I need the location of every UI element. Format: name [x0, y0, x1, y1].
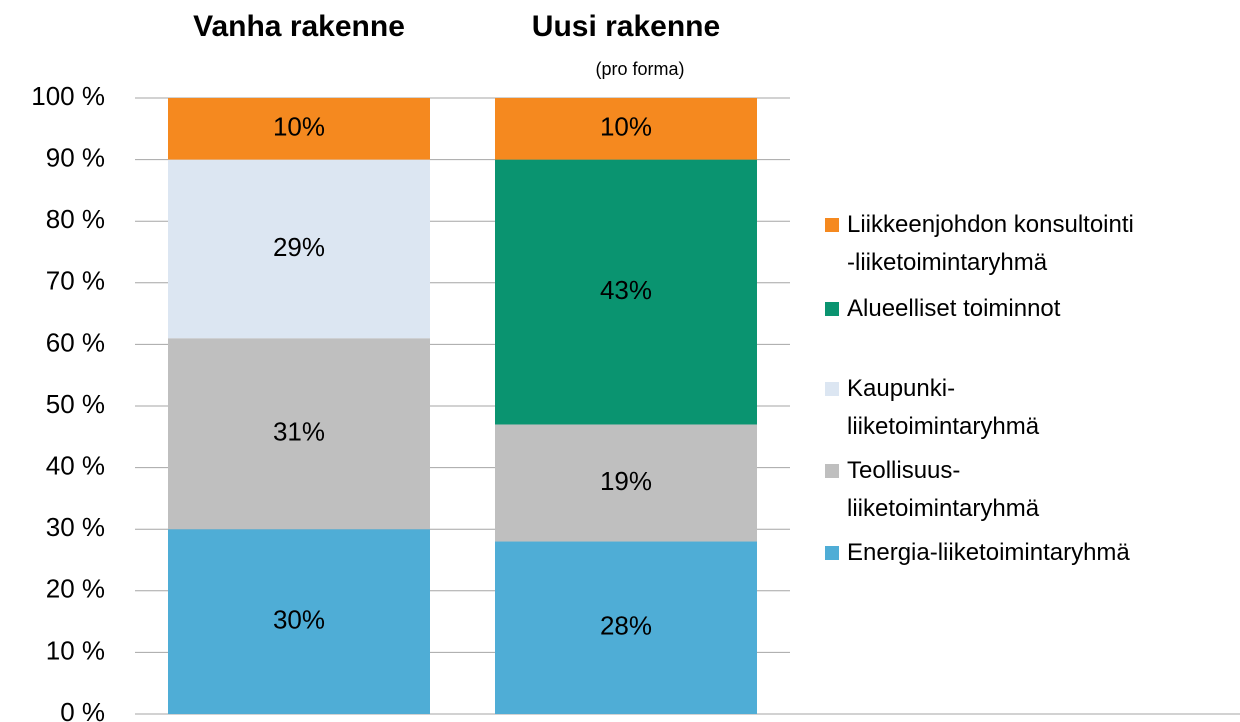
legend-swatch: [825, 546, 839, 560]
y-tick-label: 40 %: [46, 450, 105, 480]
y-tick-label: 90 %: [46, 142, 105, 172]
legend-entry: Energia-liiketoimintaryhmä: [825, 534, 1130, 572]
legend-swatch: [825, 382, 839, 396]
y-tick-label: 100 %: [31, 81, 105, 111]
bar-segment: [168, 338, 430, 530]
category-label: Uusi rakenne: [532, 10, 720, 43]
y-tick-label: 80 %: [46, 204, 105, 234]
category-label: Vanha rakenne: [193, 10, 405, 43]
legend-entry: Liikkeenjohdon konsultointi -liiketoimin…: [825, 206, 1134, 282]
legend-entry: Alueelliset toiminnot: [825, 290, 1060, 328]
bar-segment: [495, 541, 757, 714]
legend-swatch: [825, 218, 839, 232]
legend-label: Alueelliset toiminnot: [847, 295, 1061, 322]
y-tick-label: 20 %: [46, 574, 105, 604]
y-tick-label: 50 %: [46, 389, 105, 419]
legend-entry: Kaupunki- liiketoimintaryhmä: [825, 370, 1039, 446]
bar-segment: [168, 98, 430, 160]
value-label: 10%: [273, 112, 325, 142]
legend-label: Kaupunki- liiketoimintaryhmä: [847, 375, 1040, 440]
y-tick-label: 10 %: [46, 635, 105, 665]
bar-segment: [495, 159, 757, 425]
bar-segment: [495, 98, 757, 160]
y-tick-label: 60 %: [46, 327, 105, 357]
bar-segment: [168, 529, 430, 714]
y-tick-label: 70 %: [46, 266, 105, 296]
legend-label: Liikkeenjohdon konsultointi -liiketoimin…: [847, 211, 1134, 276]
value-label: 10%: [600, 112, 652, 142]
value-label: 43%: [600, 275, 652, 305]
value-label: 28%: [600, 611, 652, 641]
value-label: 31%: [273, 417, 325, 447]
legend-label: Teollisuus- liiketoimintaryhmä: [847, 457, 1040, 522]
legend-swatch: [825, 302, 839, 316]
bar-segment: [168, 159, 430, 339]
legend-entry: Teollisuus- liiketoimintaryhmä: [825, 452, 1039, 528]
legend-swatch: [825, 464, 839, 478]
y-tick-label: 0 %: [60, 697, 105, 722]
subtitle: (pro forma): [595, 59, 684, 79]
y-tick-label: 30 %: [46, 512, 105, 542]
bar-segment: [495, 424, 757, 542]
value-label: 30%: [273, 604, 325, 634]
value-label: 29%: [273, 232, 325, 262]
value-label: 19%: [600, 466, 652, 496]
legend-label: Energia-liiketoimintaryhmä: [847, 539, 1130, 566]
